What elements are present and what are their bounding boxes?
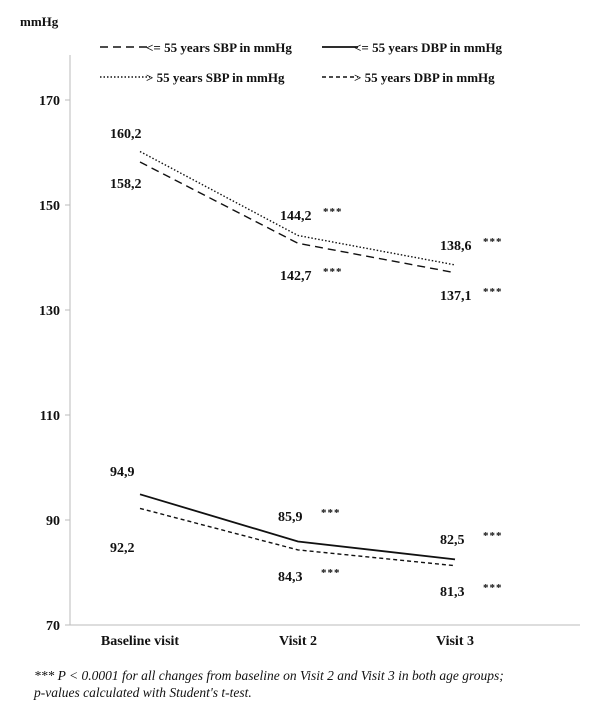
y-tick-label: 170 [39,94,60,109]
series-line-2 [139,493,456,561]
significance-marker: *** [323,266,343,278]
data-label: 138,6 [440,239,472,254]
y-tick-label: 90 [46,514,60,529]
axes: 70 90 110 130 150 170 Baseline visit Visit 2 Vis… [39,55,580,649]
significance-marker: *** [483,582,503,594]
significance-marker: *** [321,567,341,579]
legend-label-3: > 55 years SBP in mmHg [146,70,285,85]
data-label: 85,9 [278,510,303,525]
data-label: 81,3 [440,585,465,600]
y-tick-label: 70 [46,619,60,634]
data-label: 144,2 [280,209,312,224]
series-line-4 [139,507,456,567]
footnote: *** P < 0.0001 for all changes from base… [34,667,574,701]
significance-marker: *** [483,286,503,298]
y-axis-unit-label: mmHg [20,14,59,29]
y-tick-label: 110 [40,409,60,424]
data-label: 137,1 [440,289,472,304]
data-label: 92,2 [110,541,135,556]
significance-marker: *** [483,236,503,248]
x-tick-label: Visit 2 [279,634,317,649]
data-label: 82,5 [440,533,465,548]
data-label: 94,9 [110,465,135,480]
x-tick-label: Baseline visit [101,634,180,649]
x-tick-label: Visit 3 [436,634,474,649]
legend-label-2: <= 55 years DBP in mmHg [354,40,503,55]
data-label: 142,7 [280,269,312,284]
series-lines [139,150,456,567]
significance-marker: *** [323,206,343,218]
significance-marker: *** [483,530,503,542]
legend-label-1: <= 55 years SBP in mmHg [146,40,292,55]
legend: <= 55 years SBP in mmHg <= 55 years DBP i… [100,40,503,85]
y-tick-label: 130 [39,304,60,319]
legend-label-4: > 55 years DBP in mmHg [354,70,495,85]
series-line-3 [139,150,456,266]
significance-marker: *** [321,507,341,519]
data-label: 158,2 [110,177,142,192]
y-tick-label: 150 [39,199,60,214]
data-labels: 158,2 142,7 *** 137,1 *** 94,9 85,9 *** 82,5 *** 1… [110,127,503,600]
data-label: 160,2 [110,127,142,142]
blood-pressure-line-chart: mmHg 70 90 110 130 150 170 Baseline visit Visit… [20,14,580,649]
series-line-1 [139,161,456,274]
footnote-line-1: *** P < 0.0001 for all changes from base… [34,668,504,683]
footnote-line-2: p-values calculated with Student's t-tes… [34,685,252,700]
data-label: 84,3 [278,570,303,585]
